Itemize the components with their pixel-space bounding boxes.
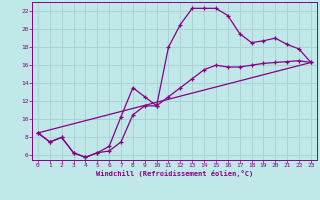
X-axis label: Windchill (Refroidissement éolien,°C): Windchill (Refroidissement éolien,°C) bbox=[96, 170, 253, 177]
